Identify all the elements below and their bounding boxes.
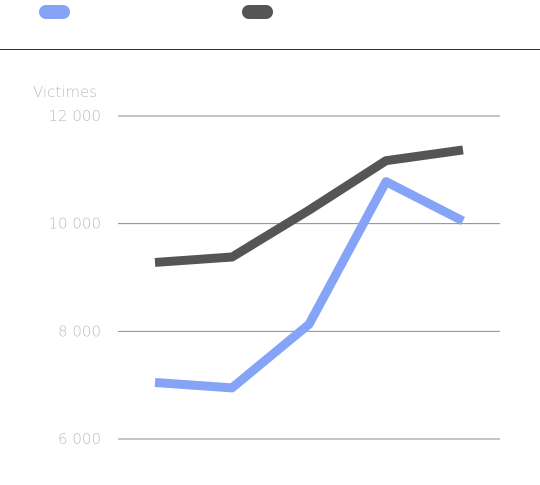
series-lines xyxy=(154,145,466,393)
legend-swatch-series-2 xyxy=(242,5,273,19)
series-line-1 xyxy=(154,177,466,393)
y-tick-label: 6 000 xyxy=(58,430,101,448)
header-divider xyxy=(0,49,540,50)
y-tick-labels: 6 000 8 000 10 000 12 000 xyxy=(49,107,102,448)
series-line-2 xyxy=(154,145,464,267)
legend-swatch-series-1 xyxy=(39,5,70,19)
y-tick-label: 12 000 xyxy=(49,107,102,125)
y-tick-label: 8 000 xyxy=(58,322,101,340)
grid-lines xyxy=(118,115,500,440)
y-axis-title: Victimes xyxy=(33,83,97,101)
y-tick-label: 10 000 xyxy=(49,215,102,233)
